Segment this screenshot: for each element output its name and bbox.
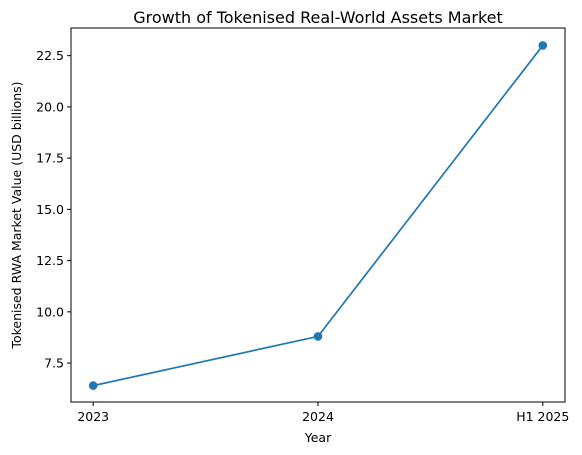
plot-area-frame: [70, 27, 566, 403]
chart-title: Growth of Tokenised Real-World Assets Ma…: [133, 8, 503, 27]
y-axis-label: Tokenised RWA Market Value (USD billions…: [9, 81, 24, 349]
data-point: [88, 381, 98, 390]
y-tick-label: 15.0: [36, 202, 64, 217]
y-axis: 7.5 10.0 12.5 15.0 17.5 20.0 22.5: [36, 48, 71, 371]
data-point: [538, 41, 548, 50]
y-tick-label: 20.0: [36, 99, 64, 114]
x-tick-label: 2023: [77, 409, 109, 424]
y-tick-label: 7.5: [44, 356, 64, 371]
y-tick-label: 17.5: [36, 151, 64, 166]
series-layer: [88, 41, 548, 390]
x-axis: 2023 2024 H1 2025: [77, 402, 569, 424]
y-tick-label: 10.0: [36, 304, 64, 319]
x-tick-label: 2024: [302, 409, 334, 424]
x-tick-label: H1 2025: [516, 409, 569, 424]
x-axis-label: Year: [304, 430, 332, 445]
y-tick-label: 22.5: [36, 48, 64, 63]
data-point: [313, 332, 323, 341]
y-tick-label: 12.5: [36, 253, 64, 268]
